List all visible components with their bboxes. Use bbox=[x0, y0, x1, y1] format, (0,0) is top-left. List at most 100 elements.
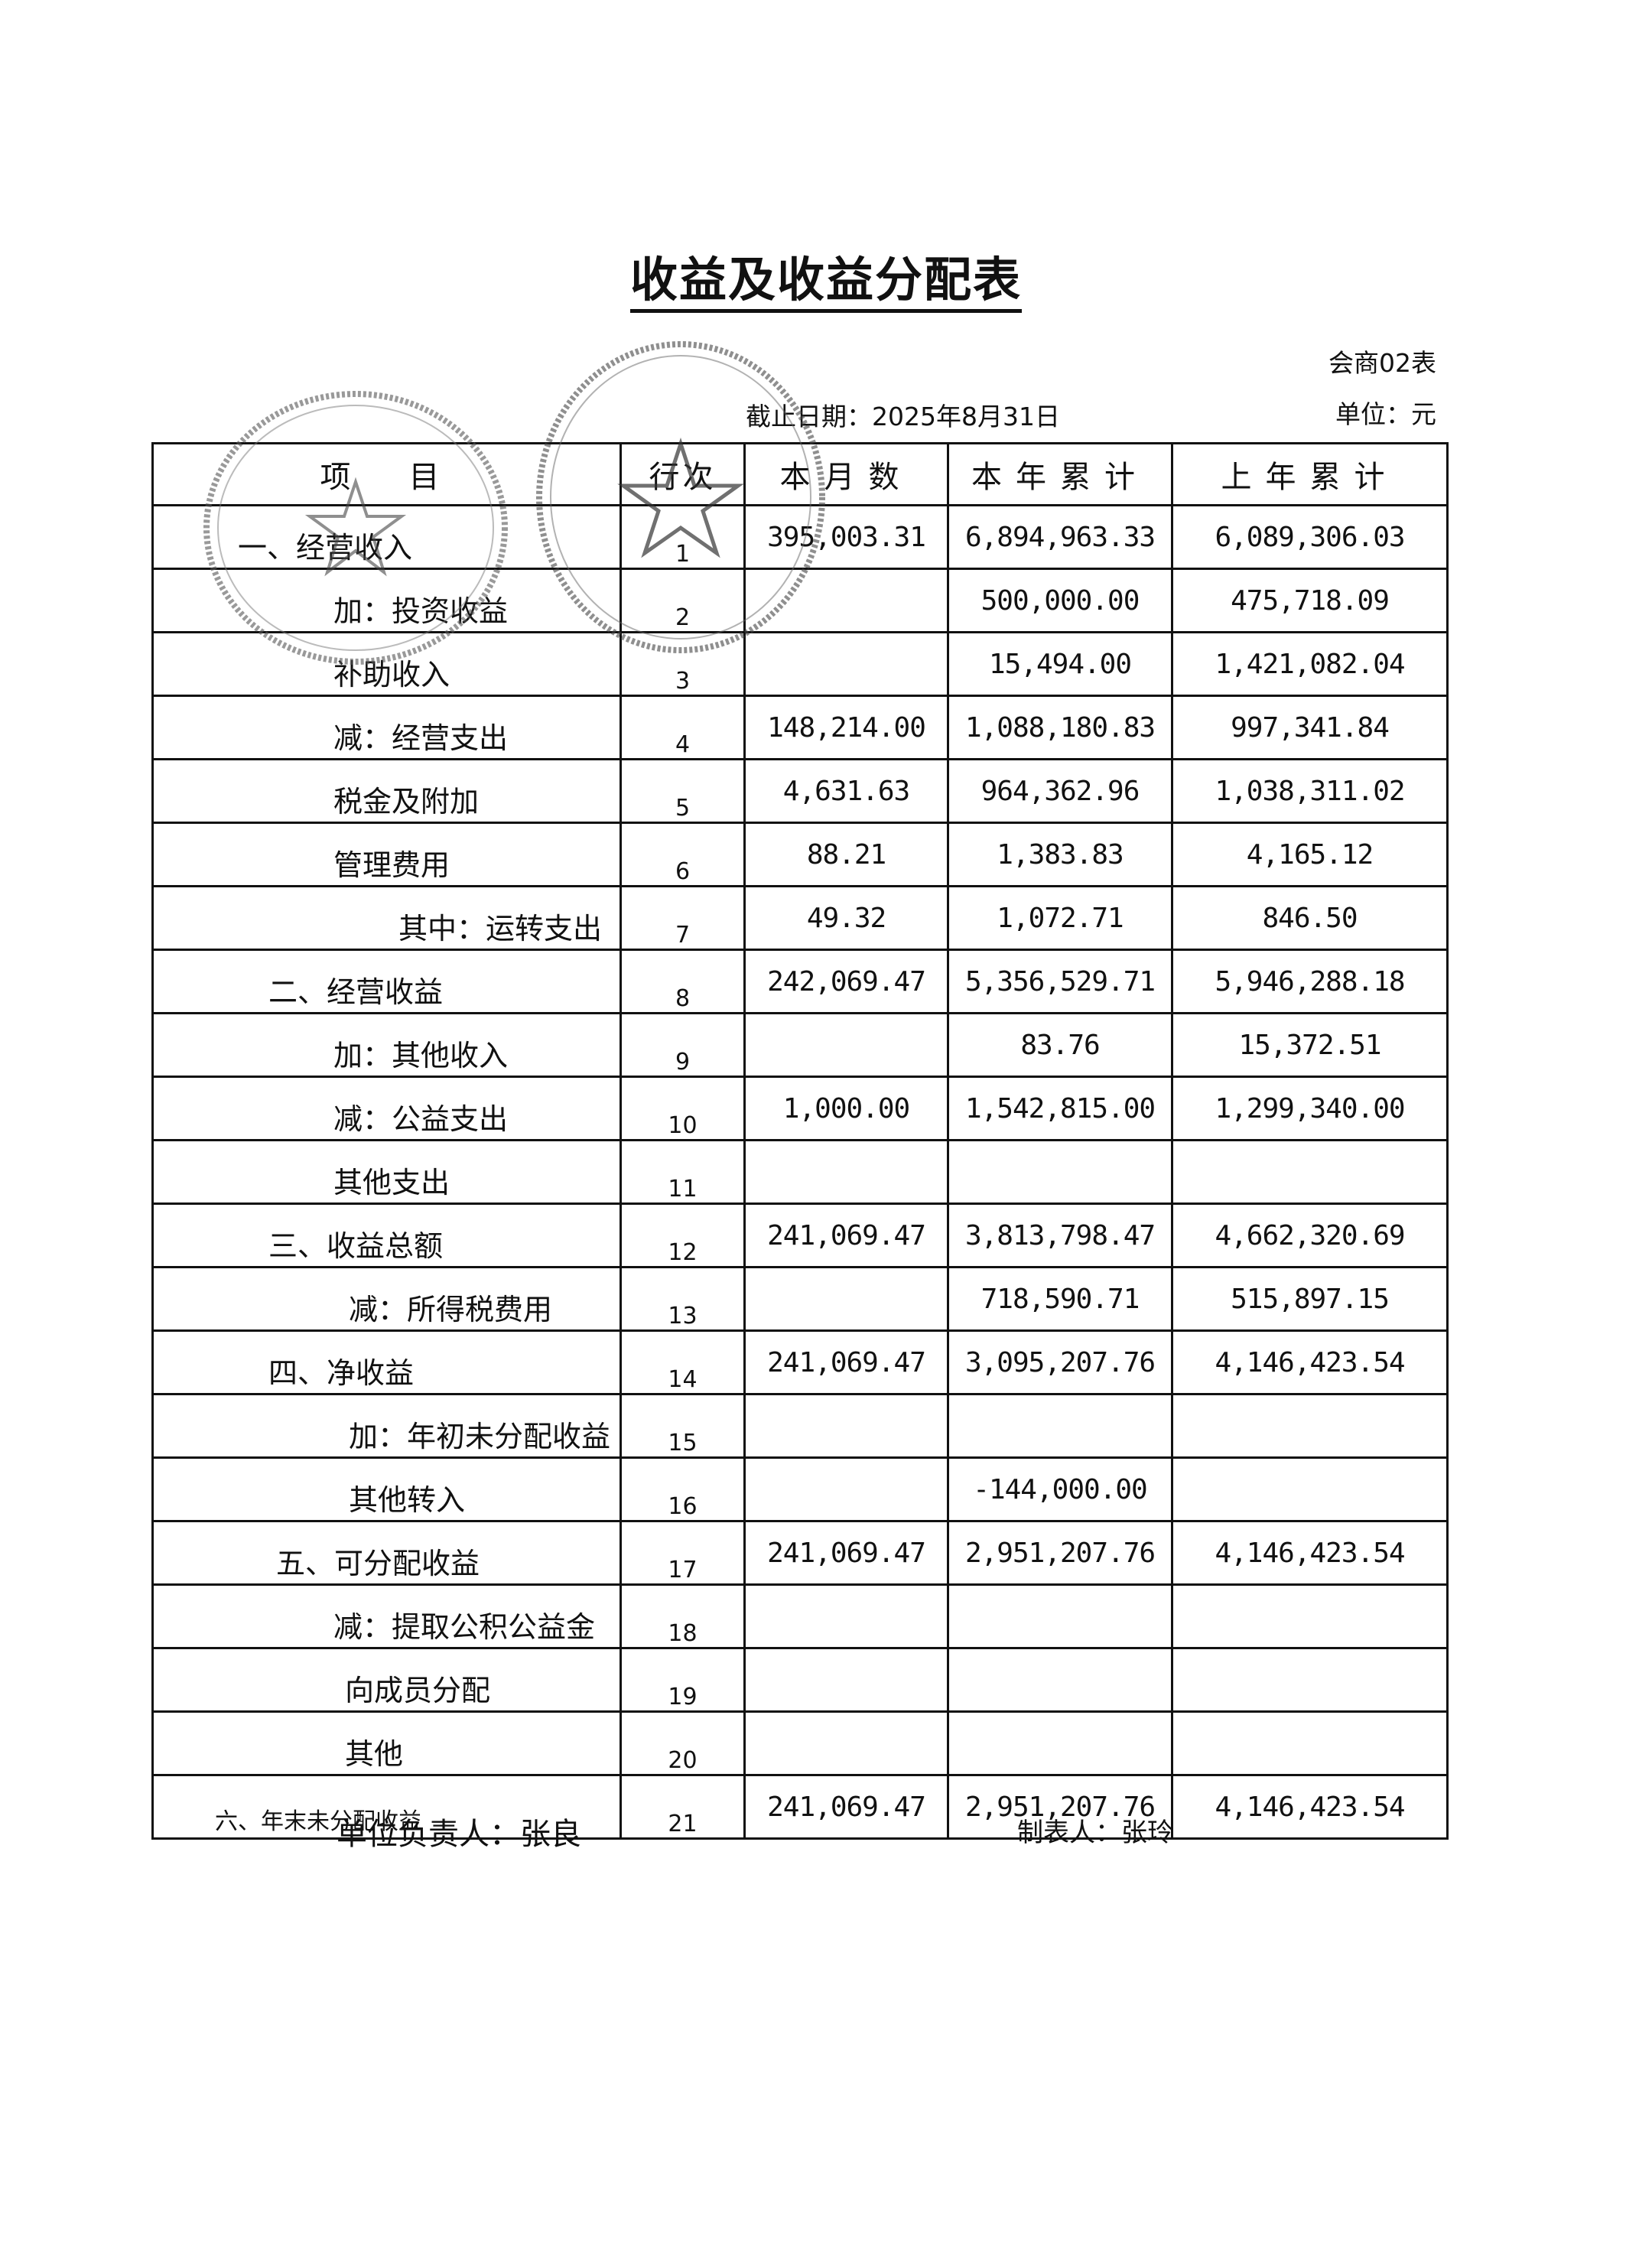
table-row: 税金及附加 5 4,631.63 964,362.96 1,038,311.02 bbox=[151, 758, 1449, 824]
row-line-number: 7 bbox=[620, 885, 746, 951]
table-row: 其他 20 bbox=[151, 1710, 1449, 1776]
row-prev-year-value bbox=[1171, 1393, 1449, 1459]
row-prev-year-value: 15,372.51 bbox=[1171, 1012, 1449, 1078]
row-item-label: 减：经营支出 bbox=[151, 695, 622, 760]
row-month-value: 241,069.47 bbox=[743, 1520, 949, 1586]
row-prev-year-value bbox=[1171, 1139, 1449, 1205]
closing-date: 截止日期：2025年8月31日 bbox=[746, 402, 1060, 431]
row-prev-year-value bbox=[1171, 1710, 1449, 1776]
row-prev-year-value bbox=[1171, 1647, 1449, 1713]
document-title: 收益及收益分配表 bbox=[0, 241, 1652, 313]
row-item-label: 一、经营收入 bbox=[151, 504, 622, 570]
row-ytd-value bbox=[947, 1393, 1173, 1459]
row-prev-year-value: 1,421,082.04 bbox=[1171, 631, 1449, 697]
table-row: 其他支出 11 bbox=[151, 1139, 1449, 1205]
row-item-label: 向成员分配 bbox=[151, 1647, 622, 1713]
table-row: 六、年末未分配收益 21 241,069.47 2,951,207.76 4,146,4… bbox=[151, 1774, 1449, 1840]
row-month-value: 1,000.00 bbox=[743, 1076, 949, 1141]
row-line-number: 13 bbox=[620, 1266, 746, 1332]
form-number: 会商02表 bbox=[1328, 348, 1436, 378]
row-month-value bbox=[743, 568, 949, 633]
row-line-number: 8 bbox=[620, 949, 746, 1014]
row-ytd-value bbox=[947, 1583, 1173, 1649]
table-row: 加：年初未分配收益 15 bbox=[151, 1393, 1449, 1459]
row-line-number: 20 bbox=[620, 1710, 746, 1776]
row-prev-year-value: 4,146,423.54 bbox=[1171, 1774, 1449, 1840]
row-ytd-value: 1,072.71 bbox=[947, 885, 1173, 951]
row-line-number: 17 bbox=[620, 1520, 746, 1586]
row-ytd-value: 15,494.00 bbox=[947, 631, 1173, 697]
row-month-value bbox=[743, 631, 949, 697]
row-item-label: 减：所得税费用 bbox=[151, 1266, 622, 1332]
row-item-label: 其他 bbox=[151, 1710, 622, 1776]
row-item-label: 加：其他收入 bbox=[151, 1012, 622, 1078]
table-row: 四、净收益 14 241,069.47 3,095,207.76 4,146,423.5… bbox=[151, 1329, 1449, 1395]
row-prev-year-value: 4,165.12 bbox=[1171, 822, 1449, 887]
row-item-label: 二、经营收益 bbox=[151, 949, 622, 1014]
row-month-value: 148,214.00 bbox=[743, 695, 949, 760]
table-row: 二、经营收益 8 242,069.47 5,356,529.71 5,946,288.1… bbox=[151, 949, 1449, 1014]
row-prev-year-value: 475,718.09 bbox=[1171, 568, 1449, 633]
income-distribution-table: 项 目 行次 本月数 本年累计 上年累计 一、经营收入 1 395,003.31 6,… bbox=[151, 442, 1449, 1840]
table-row: 五、可分配收益 17 241,069.47 2,951,207.76 4,146,423… bbox=[151, 1520, 1449, 1586]
row-prev-year-value: 997,341.84 bbox=[1171, 695, 1449, 760]
row-month-value bbox=[743, 1266, 949, 1332]
header-prev: 上年累计 bbox=[1171, 442, 1449, 506]
row-item-label: 三、收益总额 bbox=[151, 1202, 622, 1268]
row-month-value: 49.32 bbox=[743, 885, 949, 951]
row-month-value: 241,069.47 bbox=[743, 1202, 949, 1268]
row-item-label: 四、净收益 bbox=[151, 1329, 622, 1395]
row-item-label: 五、可分配收益 bbox=[151, 1520, 622, 1586]
row-ytd-value: 500,000.00 bbox=[947, 568, 1173, 633]
row-month-value: 4,631.63 bbox=[743, 758, 949, 824]
row-ytd-value: 83.76 bbox=[947, 1012, 1173, 1078]
row-line-number: 15 bbox=[620, 1393, 746, 1459]
responsible-person: 单位负责人：张良 bbox=[337, 1817, 581, 1852]
table-row: 补助收入 3 15,494.00 1,421,082.04 bbox=[151, 631, 1449, 697]
table-row: 三、收益总额 12 241,069.47 3,813,798.47 4,662,320.… bbox=[151, 1202, 1449, 1268]
row-line-number: 12 bbox=[620, 1202, 746, 1268]
row-ytd-value bbox=[947, 1710, 1173, 1776]
table-row: 加：其他收入 9 83.76 15,372.51 bbox=[151, 1012, 1449, 1078]
row-month-value: 241,069.47 bbox=[743, 1329, 949, 1395]
table-row: 一、经营收入 1 395,003.31 6,894,963.33 6,089,306.0… bbox=[151, 504, 1449, 570]
row-line-number: 3 bbox=[620, 631, 746, 697]
row-month-value: 88.21 bbox=[743, 822, 949, 887]
header-ytd: 本年累计 bbox=[947, 442, 1173, 506]
row-month-value bbox=[743, 1710, 949, 1776]
table-row: 减：公益支出 10 1,000.00 1,542,815.00 1,299,340.00 bbox=[151, 1076, 1449, 1141]
row-prev-year-value: 846.50 bbox=[1171, 885, 1449, 951]
row-ytd-value: 1,383.83 bbox=[947, 822, 1173, 887]
row-ytd-value: 5,356,529.71 bbox=[947, 949, 1173, 1014]
row-prev-year-value: 4,146,423.54 bbox=[1171, 1329, 1449, 1395]
row-item-label: 加：年初未分配收益 bbox=[151, 1393, 622, 1459]
currency-unit: 单位：元 bbox=[1335, 399, 1436, 429]
row-ytd-value: 1,542,815.00 bbox=[947, 1076, 1173, 1141]
row-month-value bbox=[743, 1647, 949, 1713]
row-line-number: 5 bbox=[620, 758, 746, 824]
row-prev-year-value bbox=[1171, 1583, 1449, 1649]
row-prev-year-value: 1,038,311.02 bbox=[1171, 758, 1449, 824]
header-item: 项 目 bbox=[151, 442, 622, 506]
row-item-label: 税金及附加 bbox=[151, 758, 622, 824]
table-row: 管理费用 6 88.21 1,383.83 4,165.12 bbox=[151, 822, 1449, 887]
row-prev-year-value: 4,662,320.69 bbox=[1171, 1202, 1449, 1268]
row-prev-year-value: 1,299,340.00 bbox=[1171, 1076, 1449, 1141]
table-row: 其中：运转支出 7 49.32 1,072.71 846.50 bbox=[151, 885, 1449, 951]
row-line-number: 21 bbox=[620, 1774, 746, 1840]
row-ytd-value: 964,362.96 bbox=[947, 758, 1173, 824]
preparer: 制表人：张玲 bbox=[1017, 1818, 1173, 1848]
row-month-value: 241,069.47 bbox=[743, 1774, 949, 1840]
row-line-number: 4 bbox=[620, 695, 746, 760]
row-ytd-value: 1,088,180.83 bbox=[947, 695, 1173, 760]
row-item-label: 六、年末未分配收益 bbox=[151, 1774, 622, 1840]
row-prev-year-value: 515,897.15 bbox=[1171, 1266, 1449, 1332]
row-line-number: 9 bbox=[620, 1012, 746, 1078]
row-month-value bbox=[743, 1012, 949, 1078]
row-ytd-value: 2,951,207.76 bbox=[947, 1774, 1173, 1840]
row-item-label: 加：投资收益 bbox=[151, 568, 622, 633]
header-line: 行次 bbox=[620, 442, 746, 506]
row-month-value: 242,069.47 bbox=[743, 949, 949, 1014]
row-line-number: 6 bbox=[620, 822, 746, 887]
row-ytd-value: 6,894,963.33 bbox=[947, 504, 1173, 570]
